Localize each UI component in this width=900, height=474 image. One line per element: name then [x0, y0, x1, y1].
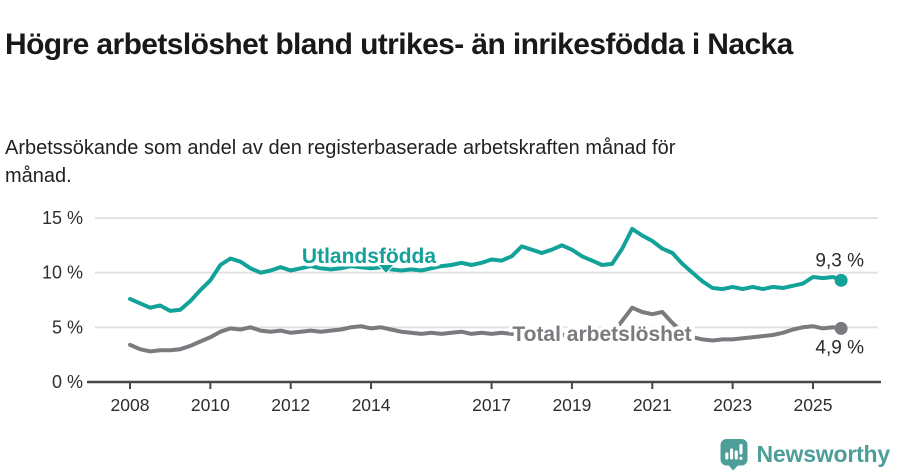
x-tick-label: 2014 — [352, 395, 391, 415]
series-line — [128, 305, 844, 354]
x-tick-label: 2023 — [713, 395, 752, 415]
y-tick-label: 0 % — [52, 372, 83, 392]
series-end-dot — [834, 273, 848, 287]
series-label-pointer — [376, 264, 396, 275]
brand-name: Newsworthy — [756, 441, 891, 467]
x-tick-label: 2010 — [191, 395, 230, 415]
series-label: Total arbetslöshet — [512, 323, 691, 346]
x-tick-label: 2008 — [111, 395, 150, 415]
x-tick-label: 2025 — [794, 395, 833, 415]
y-tick-label: 5 % — [52, 317, 83, 337]
series-end-dot — [834, 321, 848, 335]
series-line — [128, 226, 844, 313]
x-tick-label: 2017 — [472, 395, 511, 415]
x-tick-label: 2021 — [633, 395, 672, 415]
newsworthy-logo: Newsworthy — [720, 438, 890, 471]
speech-bubble-bar-chart-icon — [720, 439, 748, 471]
y-tick-label: 15 % — [42, 208, 83, 228]
y-tick-label: 10 % — [42, 263, 83, 283]
x-tick-label: 2012 — [271, 395, 310, 415]
series-label: Utlandsfödda — [302, 245, 436, 268]
page-title: Högre arbetslöshet bland utrikes- än inr… — [5, 28, 793, 62]
series-end-value: 9,3 % — [815, 250, 864, 271]
series-end-value: 4,9 % — [815, 337, 864, 358]
chart-subtitle: Arbetssökande som andel av den registerb… — [5, 137, 676, 187]
x-tick-label: 2019 — [552, 395, 591, 415]
